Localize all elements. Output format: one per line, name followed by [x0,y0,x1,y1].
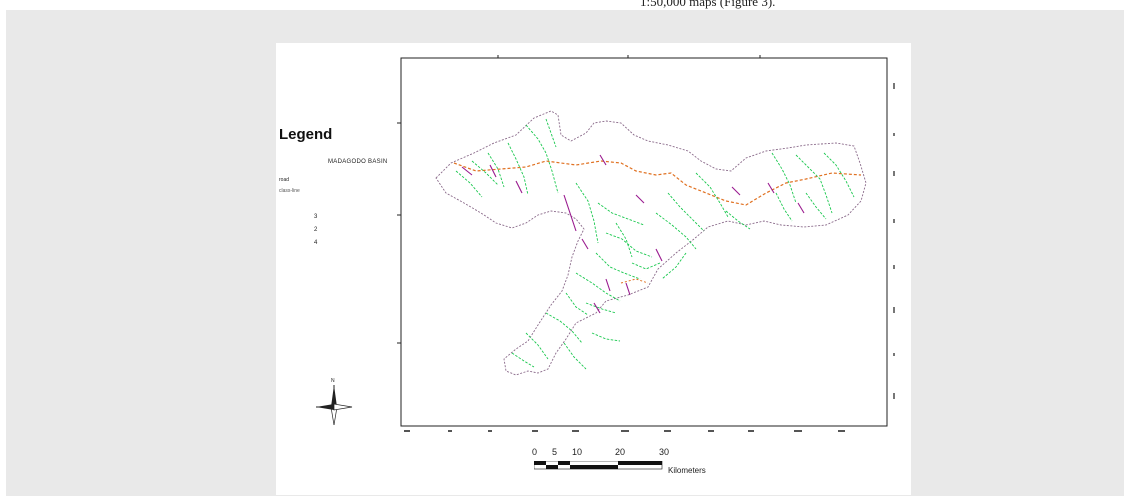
right-axis-ticks [893,83,895,399]
purple-streams [461,154,805,314]
scale-unit-label: Kilometers [668,466,706,475]
map-frame [400,57,888,427]
main-channel [453,160,862,206]
scale-bar [534,461,663,470]
scale-tick-0: 0 [532,447,538,457]
map-canvas [397,55,895,432]
bottom-axis-ticks [404,430,845,432]
legend-item-3: 3 [314,214,318,220]
legend-item-2: 2 [314,227,318,233]
scale-tick-20: 20 [615,447,626,457]
legend-item-4: 4 [314,240,318,246]
north-arrow-icon [316,385,353,426]
scale-tick-5: 5 [552,447,558,457]
map-figure: Legend MADAGODO BASIN road class-line 3 … [276,43,911,495]
north-arrow-label: N [331,378,335,384]
legend-title: Legend [279,126,333,143]
figure-panel: Legend MADAGODO BASIN road class-line 3 … [6,10,1124,496]
scale-tick-30: 30 [659,447,670,457]
page-caption: 1:50,000 maps (Figure 3). [640,0,776,9]
frame-ticks [397,55,761,344]
legend-class-label: class-line [279,188,300,194]
top-strip [0,0,1130,10]
scale-tick-10: 10 [572,447,583,457]
basin-outline [435,110,867,376]
green-streams [455,118,855,370]
legend-basin-label: MADAGODO BASIN [328,159,388,165]
legend-road-label: road [279,177,290,183]
orange-tributary [620,278,649,284]
